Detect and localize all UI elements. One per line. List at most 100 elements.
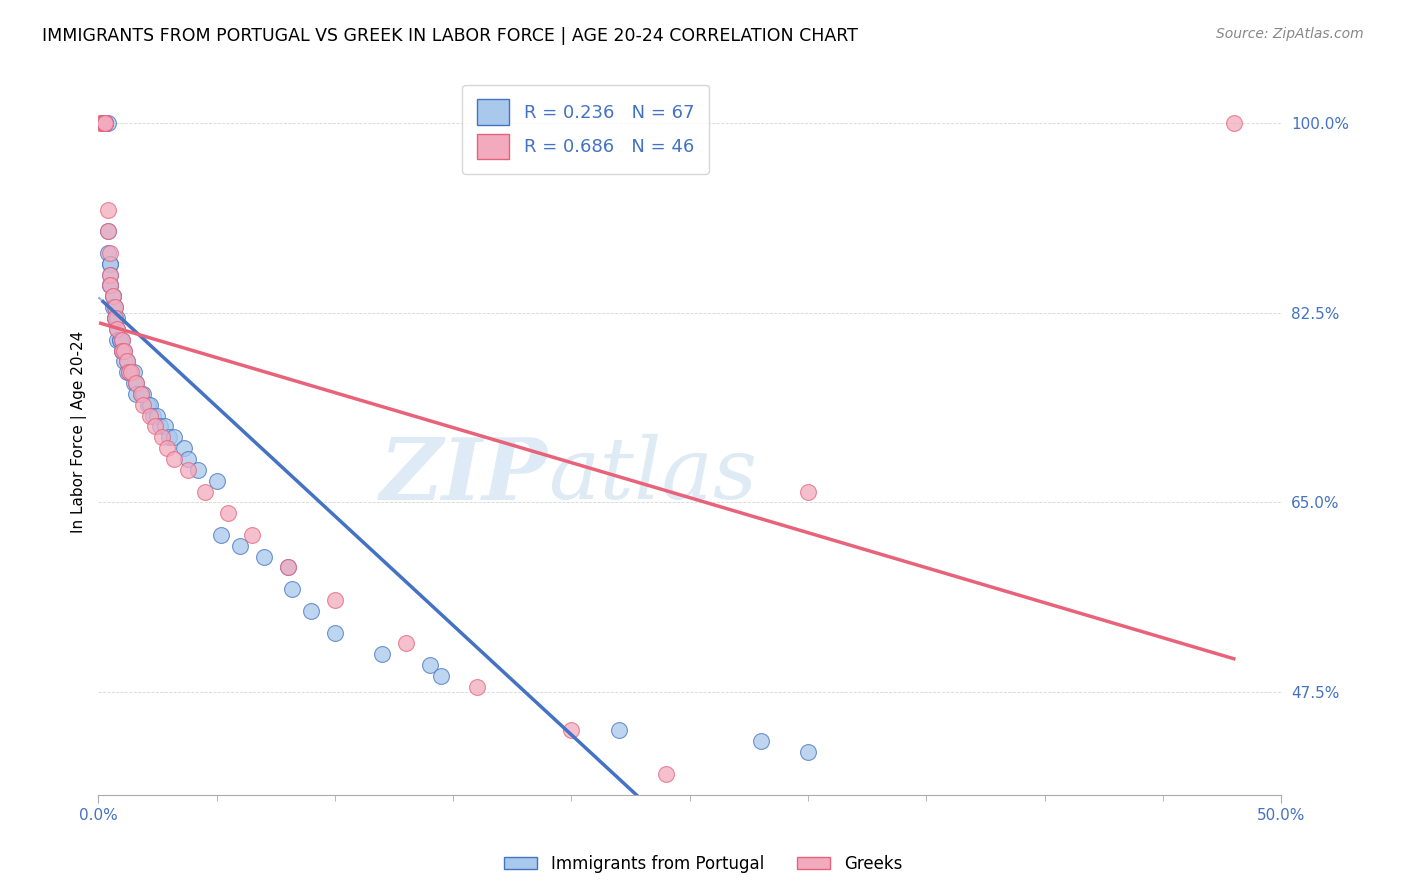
Point	[94, 116, 117, 130]
Point	[105, 322, 128, 336]
Point	[97, 246, 120, 260]
Point	[177, 452, 200, 467]
Point	[150, 430, 173, 444]
Point	[177, 463, 200, 477]
Point	[98, 278, 121, 293]
Text: atlas: atlas	[548, 434, 756, 516]
Point	[94, 116, 117, 130]
Point	[108, 333, 131, 347]
Point	[122, 376, 145, 390]
Point	[98, 268, 121, 282]
Point	[209, 528, 232, 542]
Point	[299, 604, 322, 618]
Point	[112, 343, 135, 358]
Point	[607, 723, 630, 738]
Point	[136, 398, 159, 412]
Point	[104, 300, 127, 314]
Point	[115, 354, 138, 368]
Point	[129, 387, 152, 401]
Point	[187, 463, 209, 477]
Point	[430, 669, 453, 683]
Point	[115, 365, 138, 379]
Point	[156, 441, 179, 455]
Text: IMMIGRANTS FROM PORTUGAL VS GREEK IN LABOR FORCE | AGE 20-24 CORRELATION CHART: IMMIGRANTS FROM PORTUGAL VS GREEK IN LAB…	[42, 27, 858, 45]
Point	[797, 484, 820, 499]
Point	[97, 224, 120, 238]
Point	[108, 333, 131, 347]
Point	[105, 311, 128, 326]
Point	[97, 202, 120, 217]
Point	[194, 484, 217, 499]
Point	[229, 539, 252, 553]
Legend: Immigrants from Portugal, Greeks: Immigrants from Portugal, Greeks	[498, 848, 908, 880]
Point	[94, 116, 117, 130]
Point	[90, 116, 112, 130]
Point	[90, 116, 112, 130]
Point	[111, 343, 134, 358]
Point	[323, 593, 346, 607]
Point	[105, 322, 128, 336]
Text: ZIP: ZIP	[380, 434, 548, 517]
Point	[111, 333, 134, 347]
Point	[112, 343, 135, 358]
Point	[115, 354, 138, 368]
Point	[94, 116, 117, 130]
Point	[94, 116, 117, 130]
Point	[122, 365, 145, 379]
Point	[163, 430, 186, 444]
Point	[655, 766, 678, 780]
Point	[125, 376, 148, 390]
Point	[163, 452, 186, 467]
Point	[118, 365, 141, 379]
Point	[98, 257, 121, 271]
Point	[91, 116, 114, 130]
Point	[97, 116, 120, 130]
Point	[91, 116, 114, 130]
Point	[277, 560, 299, 574]
Point	[98, 246, 121, 260]
Point	[104, 311, 127, 326]
Point	[111, 343, 134, 358]
Point	[205, 474, 228, 488]
Point	[323, 625, 346, 640]
Point	[173, 441, 195, 455]
Text: Source: ZipAtlas.com: Source: ZipAtlas.com	[1216, 27, 1364, 41]
Point	[101, 300, 124, 314]
Point	[91, 116, 114, 130]
Point	[465, 680, 488, 694]
Point	[142, 409, 165, 423]
Point	[94, 116, 117, 130]
Point	[277, 560, 299, 574]
Point	[101, 289, 124, 303]
Point	[132, 387, 155, 401]
Point	[98, 257, 121, 271]
Point	[253, 549, 276, 564]
Point	[281, 582, 304, 597]
Point	[139, 398, 162, 412]
Point	[118, 365, 141, 379]
Point	[97, 224, 120, 238]
Point	[91, 116, 114, 130]
Point	[104, 311, 127, 326]
Point	[560, 723, 582, 738]
Point	[149, 419, 172, 434]
Point	[143, 419, 166, 434]
Point	[91, 116, 114, 130]
Point	[371, 647, 394, 661]
Point	[125, 387, 148, 401]
Point	[395, 636, 418, 650]
Point	[129, 387, 152, 401]
Point	[111, 343, 134, 358]
Point	[94, 116, 117, 130]
Point	[153, 419, 176, 434]
Point	[797, 745, 820, 759]
Point	[104, 300, 127, 314]
Point	[125, 376, 148, 390]
Point	[94, 116, 117, 130]
Point	[111, 333, 134, 347]
Point	[98, 268, 121, 282]
Point	[146, 409, 169, 423]
Point	[94, 116, 117, 130]
Point	[105, 333, 128, 347]
Point	[98, 278, 121, 293]
